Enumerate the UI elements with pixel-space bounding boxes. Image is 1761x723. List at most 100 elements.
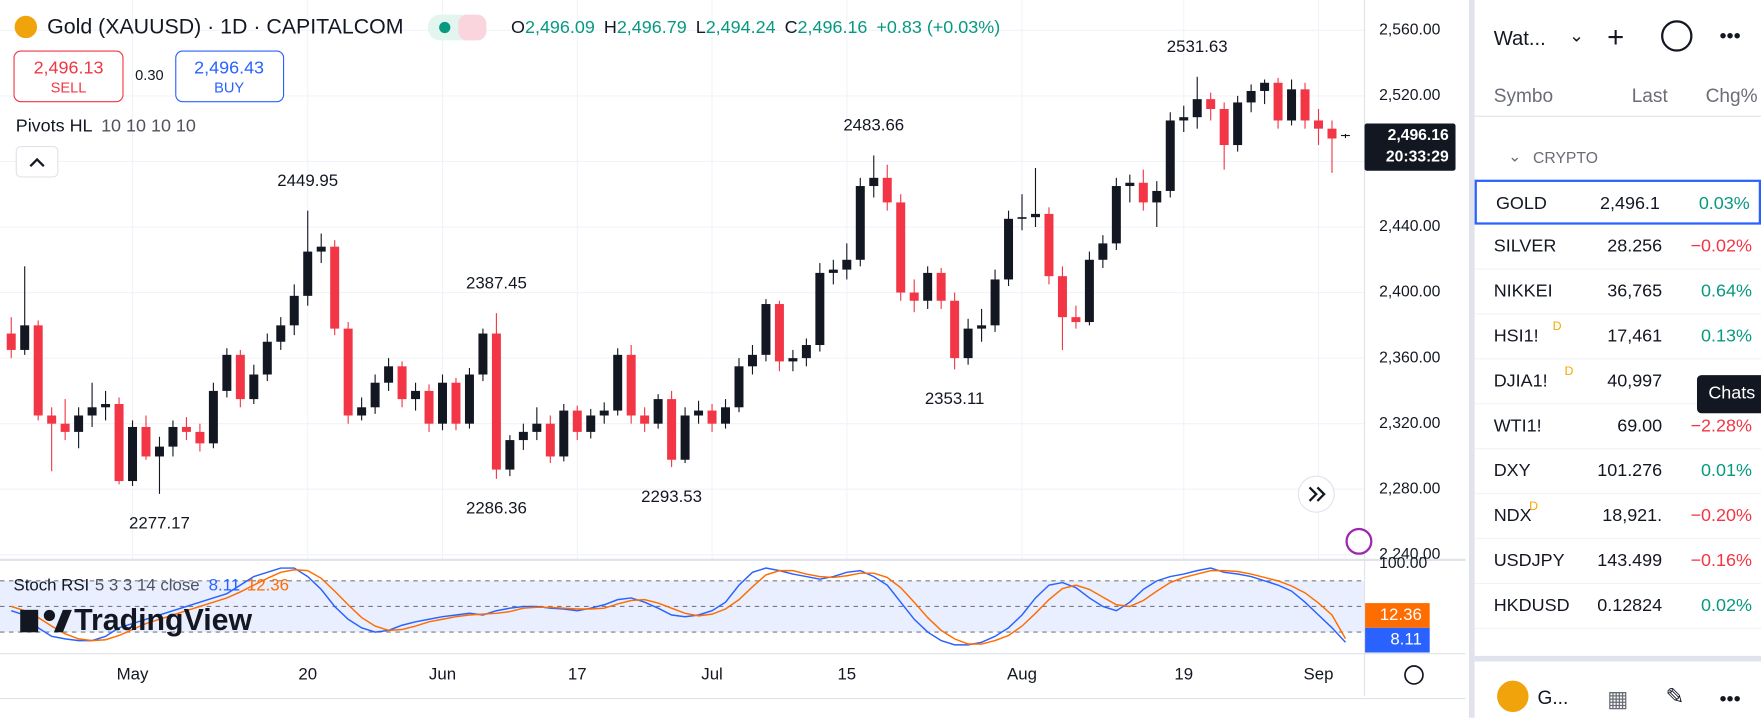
column-header[interactable]: Symbo — [1493, 85, 1554, 107]
watchlist-row[interactable]: NDX D 18,921. −0.20% — [1474, 494, 1761, 540]
pivot-low-label: 2293.53 — [641, 487, 702, 506]
chart-icon[interactable] — [1661, 20, 1693, 52]
indicator-name: Pivots HL — [16, 116, 93, 136]
candle-body — [249, 374, 259, 400]
x-tick-label: 20 — [298, 664, 317, 683]
candle-body — [640, 415, 650, 424]
candle-body — [518, 431, 528, 441]
row-symbol: USDJPY — [1493, 551, 1565, 571]
row-last: 18,921. — [1602, 506, 1663, 526]
row-change: 0.02% — [1701, 596, 1753, 616]
candle-body — [707, 410, 717, 424]
x-tick-label: 17 — [568, 664, 587, 683]
candle-body — [1340, 134, 1350, 137]
y-tick-label: 2,320.00 — [1379, 415, 1440, 432]
watchlist-title[interactable]: Wat... — [1493, 26, 1546, 50]
grid-icon[interactable]: ▦ — [1607, 687, 1629, 713]
candle-body — [141, 426, 151, 457]
y-tick-label: 2,280.00 — [1379, 480, 1440, 497]
candle-body — [262, 341, 272, 375]
candle-body — [788, 358, 798, 362]
candle-body — [451, 382, 461, 424]
candle-body — [128, 426, 138, 482]
watchlist-row[interactable]: GOLD 2,496.1 0.03% — [1474, 179, 1761, 225]
candle-body — [626, 354, 636, 416]
row-change: 0.64% — [1701, 281, 1753, 301]
add-icon[interactable]: + — [1607, 20, 1625, 54]
candle-body — [774, 304, 784, 362]
row-change: 0.03% — [1698, 194, 1750, 214]
watchlist-row[interactable]: WTI1! 69.00 −2.28% — [1474, 404, 1761, 450]
row-change: 0.13% — [1701, 326, 1753, 346]
section-arrow[interactable]: ⌄ — [1508, 147, 1522, 166]
watchlist-row[interactable]: SILVER 28.256 −0.02% — [1474, 225, 1761, 270]
chart: 2,240.00 2,280.00 2,320.00 2,360.00 2,400.00… — [0, 0, 1466, 700]
more-icon[interactable]: ••• — [1719, 24, 1741, 48]
column-header[interactable]: Chg% — [1705, 85, 1758, 107]
candle-body — [977, 325, 987, 329]
candle-body — [1004, 218, 1014, 280]
row-symbol: HKDUSD — [1493, 596, 1570, 616]
sell-price: 2,496.13 — [34, 57, 104, 77]
dropdown-icon[interactable]: ⌄ — [1568, 26, 1585, 47]
section-title[interactable]: CRYPTO — [1533, 148, 1598, 167]
candle-body — [801, 345, 811, 359]
y-tick-label: 2,520.00 — [1379, 87, 1440, 104]
more-icon[interactable]: ••• — [1719, 687, 1741, 710]
candle-body — [464, 374, 474, 424]
edit-icon[interactable]: ✎ — [1665, 685, 1685, 710]
watchlist-row[interactable]: DJIA1! D 40,997 — [1474, 359, 1761, 405]
candle-body — [438, 382, 447, 424]
sell-label: SELL — [51, 81, 87, 97]
lightning-button[interactable] — [1345, 527, 1373, 555]
settings-icon[interactable] — [1404, 665, 1424, 685]
candle-body — [559, 410, 569, 457]
candle-body — [60, 423, 70, 432]
candle-body — [1125, 182, 1135, 187]
candle-body — [222, 354, 232, 391]
x-tick-label: Jul — [701, 664, 723, 683]
sell-button[interactable] — [13, 50, 124, 103]
change: +0.83 (+0.03%) — [876, 17, 1000, 37]
detail-symbol[interactable]: G... — [1537, 687, 1569, 709]
logo-part — [53, 609, 72, 633]
candle-body — [1030, 213, 1040, 218]
time-axis: May 20 Jun 17 Jul 15 Aug 19 Sep — [117, 664, 1334, 683]
y-tick-label: 2,560.00 — [1379, 21, 1440, 38]
buy-button[interactable] — [175, 50, 285, 103]
candle-body — [882, 177, 892, 203]
candle-body — [653, 399, 663, 424]
candle-body — [896, 202, 906, 293]
price-tag — [1364, 123, 1456, 171]
x-tick-label: Aug — [1007, 664, 1037, 683]
candle-body — [33, 325, 43, 416]
row-flag: D — [1552, 320, 1562, 334]
watchlist-row[interactable]: DXY 101.276 0.01% — [1474, 449, 1761, 495]
candle-body — [330, 246, 340, 329]
row-last: 69.00 — [1617, 416, 1663, 436]
divider — [1474, 115, 1761, 117]
candle-body — [1152, 190, 1162, 203]
stoch-k-value: 8.11 — [209, 576, 241, 595]
value-tag — [1364, 627, 1430, 653]
column-header[interactable]: Last — [1631, 85, 1668, 107]
candle-body — [923, 272, 933, 301]
candle-body — [303, 251, 313, 296]
collapse-button[interactable] — [15, 146, 59, 178]
watchlist-row[interactable]: NIKKEI 36,765 0.64% — [1474, 270, 1761, 315]
pivot-high-label: 2449.95 — [277, 171, 338, 190]
candle-body — [101, 404, 111, 408]
candle-body — [599, 410, 609, 416]
row-symbol: GOLD — [1495, 194, 1547, 214]
watchlist-row[interactable]: HKDUSD 0.12824 0.02% — [1474, 584, 1761, 629]
candle-body — [855, 186, 865, 260]
x-tick-label: Sep — [1304, 664, 1334, 683]
candle-body — [1179, 117, 1189, 121]
row-flag: D — [1564, 365, 1574, 379]
buy-price: 2,496.43 — [194, 57, 264, 77]
watermark-text: TradingView — [74, 604, 252, 637]
stoch-line — [11, 567, 1346, 646]
watchlist-row[interactable]: HSI1! D 17,461 0.13% — [1474, 314, 1761, 360]
watchlist-row[interactable]: USDJPY 143.499 −0.16% — [1474, 539, 1761, 585]
symbol-title[interactable]: Gold (XAUUSD) · 1D · CAPITALCOM — [47, 15, 403, 39]
